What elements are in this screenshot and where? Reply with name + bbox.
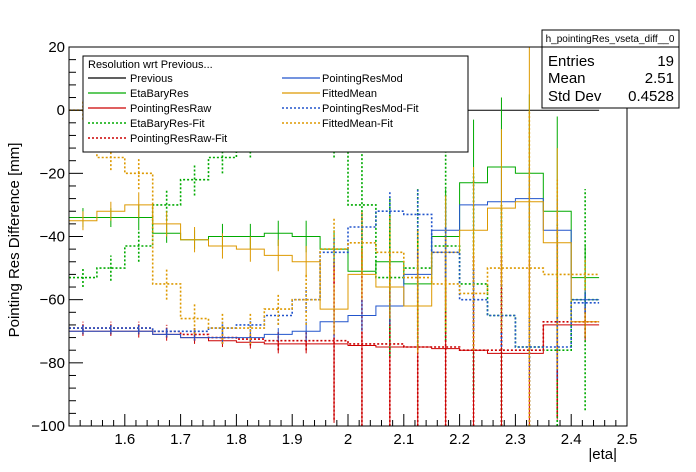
legend-label: FittedMean — [322, 88, 377, 100]
y-tick-label: −100 — [31, 418, 65, 435]
y-tick-label: −80 — [40, 355, 65, 372]
x-tick-label: 1.6 — [114, 431, 135, 448]
x-tick-label: 2.3 — [505, 431, 526, 448]
y-tick-label: 0 — [57, 102, 65, 119]
stats-label-entries: Entries — [548, 53, 595, 70]
stats-value-mean: 2.51 — [645, 70, 674, 87]
series-fittedmean-fit — [69, 100, 600, 426]
x-tick-label: 1.9 — [282, 431, 303, 448]
x-tick-label: 2.2 — [449, 431, 470, 448]
series-line — [69, 109, 600, 329]
stats-box-title: h_pointingRes_vseta_diff__0 — [546, 34, 675, 45]
legend-label: EtaBaryRes-Fit — [130, 118, 205, 130]
x-tick-label: 2.5 — [617, 431, 638, 448]
legend-box — [82, 55, 469, 153]
y-tick-label: −60 — [40, 292, 65, 309]
legend: Resolution wrt Previous... Previous Point… — [82, 55, 469, 153]
legend-label: EtaBaryRes — [130, 88, 189, 100]
stats-label-mean: Mean — [548, 70, 586, 87]
legend-label: PointingResRaw-Fit — [130, 133, 227, 145]
stats-box: h_pointingRes_vseta_diff__0 Entries 19 M… — [541, 29, 680, 109]
series-layer — [69, 47, 600, 426]
legend-label: PointingResMod-Fit — [322, 103, 419, 115]
y-tick-label: −20 — [40, 165, 65, 182]
axis-layer: 1.6 1.7 1.8 1.9 2 2.1 2.2 2.3 2.4 2.5 −100 −80 −60 −4… — [31, 39, 637, 448]
series-line — [69, 210, 600, 348]
legend-entries: Previous PointingResMod EtaBaryRes FittedMe… — [88, 73, 419, 145]
legend-title: Resolution wrt Previous... — [88, 59, 213, 71]
legend-label: PointingResMod — [322, 73, 403, 85]
x-tick-label: 2.1 — [393, 431, 414, 448]
y-tick-label: 20 — [48, 39, 65, 56]
x-tick-label: 2 — [344, 431, 352, 448]
x-tick-label: 2.4 — [561, 431, 582, 448]
x-tick-label: 1.7 — [170, 431, 191, 448]
legend-label: PointingResRaw — [130, 103, 211, 115]
x-axis-label: |eta| — [588, 446, 617, 463]
stats-label-std-dev: Std Dev — [548, 88, 602, 105]
stats-box-frame — [541, 29, 680, 109]
stats-value-std-dev: 0.4528 — [628, 88, 674, 105]
y-axis-label: Pointing Res Difference [mm] — [6, 143, 23, 338]
y-tick-label: −40 — [40, 229, 65, 246]
x-tick-label: 1.8 — [226, 431, 247, 448]
legend-label: Previous — [130, 73, 173, 85]
stats-value-entries: 19 — [657, 53, 674, 70]
legend-label: FittedMean-Fit — [322, 118, 393, 130]
